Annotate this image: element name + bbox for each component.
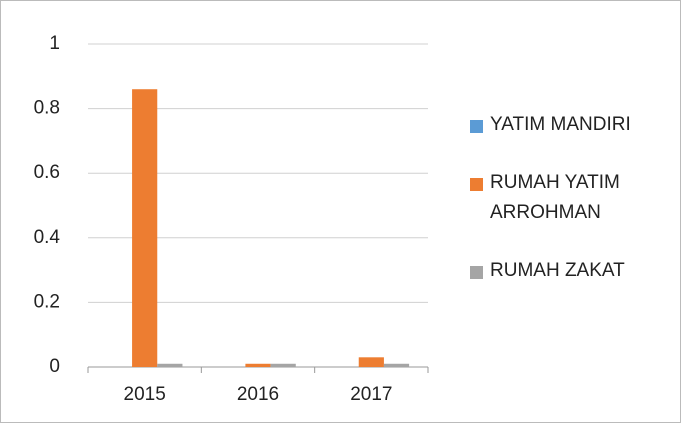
- legend-label: RUMAH ZAKAT: [490, 260, 625, 281]
- legend-label: RUMAH YATIM ARROHMAN: [490, 172, 620, 223]
- bar: [157, 363, 183, 367]
- bar: [245, 363, 271, 367]
- legend-swatch: [470, 120, 483, 133]
- y-tick-label: 0.8: [34, 98, 60, 119]
- bar: [270, 363, 296, 367]
- bar: [383, 363, 410, 367]
- x-tick-label: 2015: [124, 384, 166, 405]
- y-tick-label: 1: [49, 33, 60, 54]
- legend-label: YATIM MANDIRI: [490, 114, 631, 135]
- legend: YATIM MANDIRI RUMAH YATIM ARROHMAN RUMAH Z…: [470, 110, 670, 314]
- y-tick-label: 0.6: [34, 162, 60, 183]
- x-tick-label: 2017: [350, 384, 392, 405]
- bar: [358, 357, 384, 367]
- y-tick-label: 0: [49, 356, 60, 377]
- legend-entry: YATIM MANDIRI: [470, 110, 670, 140]
- legend-swatch: [470, 178, 483, 191]
- y-tick-label: 0.2: [34, 291, 60, 312]
- bar: [132, 89, 158, 367]
- x-tick-label: 2016: [237, 384, 279, 405]
- legend-entry: RUMAH ZAKAT: [470, 256, 670, 286]
- legend-entry: RUMAH YATIM ARROHMAN: [470, 168, 670, 228]
- legend-swatch: [470, 266, 483, 279]
- y-tick-label: 0.4: [34, 227, 61, 248]
